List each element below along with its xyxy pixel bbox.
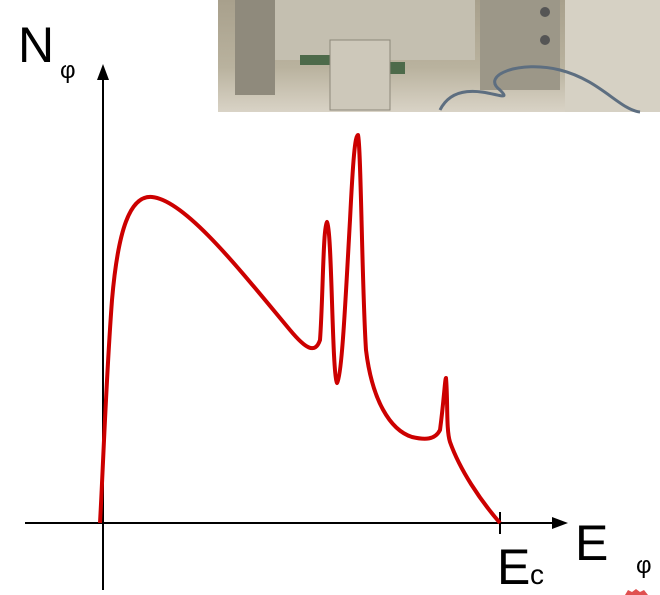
x-axis-subscript: φ bbox=[636, 552, 652, 579]
spectrum-curve bbox=[98, 133, 502, 525]
y-axis-subscript: φ bbox=[60, 57, 76, 84]
cutoff-subscript: c bbox=[530, 559, 544, 590]
x-axis-label: E bbox=[575, 515, 608, 571]
cutoff-label: E bbox=[497, 539, 530, 595]
y-axis-label: N bbox=[18, 17, 54, 73]
photo bbox=[218, 0, 660, 114]
corner-mark bbox=[625, 589, 648, 595]
axes bbox=[25, 64, 568, 590]
